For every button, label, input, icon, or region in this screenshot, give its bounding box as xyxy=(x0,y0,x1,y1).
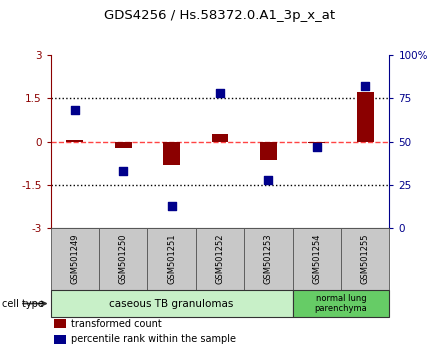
Text: GSM501249: GSM501249 xyxy=(70,233,79,284)
FancyBboxPatch shape xyxy=(341,228,389,290)
Text: GSM501253: GSM501253 xyxy=(264,233,273,284)
Text: transformed count: transformed count xyxy=(71,319,161,329)
Point xyxy=(313,144,320,150)
Bar xyxy=(115,142,132,148)
FancyBboxPatch shape xyxy=(51,290,293,317)
Bar xyxy=(66,139,83,142)
Point xyxy=(216,90,224,96)
Text: caseous TB granulomas: caseous TB granulomas xyxy=(110,298,234,309)
Bar xyxy=(260,142,277,160)
Bar xyxy=(308,142,325,143)
FancyBboxPatch shape xyxy=(99,228,147,290)
Text: GSM501250: GSM501250 xyxy=(119,233,128,284)
Point xyxy=(362,83,369,89)
Point xyxy=(71,108,78,113)
FancyBboxPatch shape xyxy=(293,290,389,317)
Bar xyxy=(54,319,66,328)
Bar xyxy=(357,92,374,142)
Text: GSM501254: GSM501254 xyxy=(312,233,321,284)
Point xyxy=(265,177,272,183)
Text: GDS4256 / Hs.58372.0.A1_3p_x_at: GDS4256 / Hs.58372.0.A1_3p_x_at xyxy=(104,9,336,22)
FancyBboxPatch shape xyxy=(196,228,244,290)
FancyBboxPatch shape xyxy=(244,228,293,290)
FancyBboxPatch shape xyxy=(293,228,341,290)
Text: GSM501252: GSM501252 xyxy=(216,233,224,284)
Bar xyxy=(212,133,228,142)
Text: percentile rank within the sample: percentile rank within the sample xyxy=(71,335,236,344)
Text: GSM501255: GSM501255 xyxy=(361,233,370,284)
FancyBboxPatch shape xyxy=(51,228,99,290)
Text: normal lung
parenchyma: normal lung parenchyma xyxy=(315,294,367,313)
Bar xyxy=(54,335,66,344)
FancyBboxPatch shape xyxy=(147,228,196,290)
Bar xyxy=(163,142,180,165)
Text: cell type: cell type xyxy=(2,298,44,309)
Point xyxy=(120,168,127,174)
Point xyxy=(168,203,175,209)
Text: GSM501251: GSM501251 xyxy=(167,233,176,284)
